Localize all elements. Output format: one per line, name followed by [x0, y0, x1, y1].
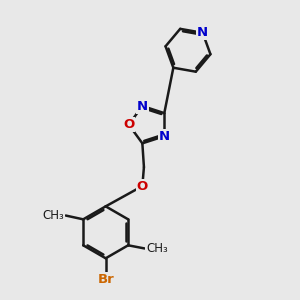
Text: Br: Br [97, 273, 114, 286]
Text: N: N [137, 100, 148, 112]
Text: O: O [137, 180, 148, 193]
Text: N: N [197, 26, 208, 39]
Text: N: N [159, 130, 170, 143]
Text: CH₃: CH₃ [146, 242, 168, 255]
Text: CH₃: CH₃ [42, 209, 64, 222]
Text: O: O [123, 118, 134, 131]
